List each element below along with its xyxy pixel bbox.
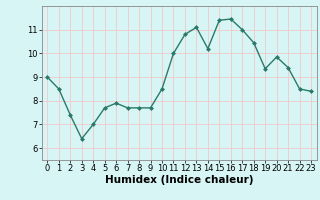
X-axis label: Humidex (Indice chaleur): Humidex (Indice chaleur) xyxy=(105,175,253,185)
